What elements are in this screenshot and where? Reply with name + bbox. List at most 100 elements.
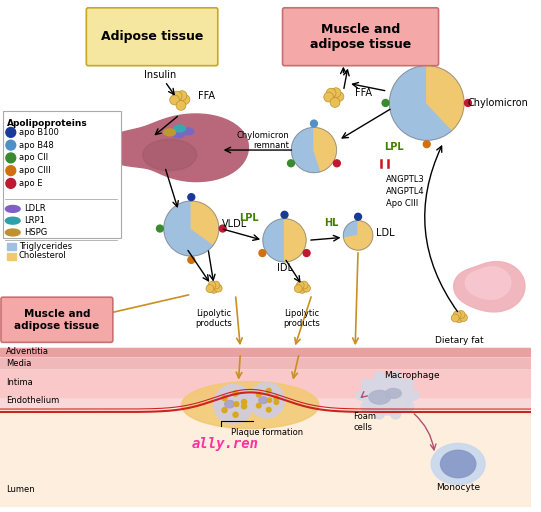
Circle shape [451,314,459,322]
Wedge shape [192,201,219,245]
Circle shape [361,402,371,412]
Wedge shape [292,127,321,173]
Text: LPL: LPL [385,142,404,152]
Ellipse shape [181,381,319,429]
Circle shape [374,409,384,419]
Circle shape [331,88,341,98]
Circle shape [404,379,414,389]
Polygon shape [465,267,511,300]
Circle shape [256,403,261,408]
Bar [0,370,531,397]
Circle shape [274,400,279,404]
Text: Triglycerides: Triglycerides [18,242,72,251]
Circle shape [180,95,190,104]
Text: Adipose tissue: Adipose tissue [101,30,203,43]
Circle shape [423,141,430,147]
Circle shape [233,391,238,396]
Text: LDLR: LDLR [24,204,46,214]
Ellipse shape [386,389,401,398]
Circle shape [355,214,361,220]
Text: Macrophage: Macrophage [384,371,440,380]
Circle shape [6,166,16,176]
Text: apo CII: apo CII [18,154,48,162]
Circle shape [6,179,16,188]
Circle shape [234,402,239,407]
FancyBboxPatch shape [87,8,218,66]
Text: Lumen: Lumen [6,485,35,494]
Circle shape [330,98,340,108]
Wedge shape [344,221,358,238]
Circle shape [329,93,339,103]
Circle shape [404,402,414,412]
Circle shape [176,100,186,110]
Text: Lipolytic
products: Lipolytic products [195,309,232,328]
Ellipse shape [369,391,391,404]
Bar [0,348,531,507]
Text: Dietary fat: Dietary fat [435,336,484,346]
Circle shape [219,225,226,232]
Text: Adventitia: Adventitia [6,347,49,356]
Circle shape [266,408,271,412]
Circle shape [175,96,184,106]
Circle shape [288,160,294,167]
Polygon shape [0,390,531,507]
Text: FFA: FFA [198,91,215,101]
Ellipse shape [174,125,186,132]
Ellipse shape [164,129,176,136]
Circle shape [334,92,344,101]
Text: VLDL: VLDL [222,219,247,229]
Circle shape [172,91,182,101]
Circle shape [241,404,247,409]
Circle shape [222,396,227,401]
Circle shape [214,385,253,424]
Ellipse shape [5,229,20,236]
Circle shape [222,408,227,413]
Wedge shape [390,66,452,140]
Circle shape [382,99,389,106]
Text: Insulin: Insulin [144,71,176,80]
Text: ANGPTL3: ANGPTL3 [386,175,424,184]
Circle shape [214,284,222,292]
Bar [0,348,531,356]
Circle shape [266,389,271,393]
Polygon shape [453,262,525,312]
Wedge shape [314,127,337,172]
Circle shape [409,391,419,400]
Text: Endothelium: Endothelium [6,396,59,404]
Circle shape [259,250,266,257]
Ellipse shape [225,400,234,408]
Bar [3,111,121,239]
Ellipse shape [362,376,413,415]
Circle shape [423,58,430,65]
Circle shape [212,281,220,289]
Circle shape [457,311,465,318]
Circle shape [6,140,16,150]
Text: Media: Media [6,359,31,369]
Text: Muscle and
adipose tissue: Muscle and adipose tissue [310,23,411,51]
Ellipse shape [5,217,20,224]
Text: Plaque formation: Plaque formation [231,428,303,437]
Circle shape [302,284,311,292]
Circle shape [455,315,463,323]
Ellipse shape [259,397,268,403]
Wedge shape [427,66,464,130]
Circle shape [300,281,308,289]
Polygon shape [100,114,248,182]
Circle shape [356,391,366,400]
Text: apo B100: apo B100 [18,128,58,137]
Circle shape [361,379,371,389]
Circle shape [453,311,461,319]
Circle shape [465,99,471,106]
Circle shape [391,372,401,381]
Text: Cholesterol: Cholesterol [18,251,67,261]
Circle shape [210,285,218,293]
Text: Lipolytic
products: Lipolytic products [283,309,321,328]
Circle shape [177,91,187,100]
Bar [7,253,16,260]
Ellipse shape [5,205,20,212]
Ellipse shape [143,139,197,170]
FancyBboxPatch shape [282,8,439,66]
Circle shape [6,153,16,163]
Circle shape [391,409,401,419]
Text: LPL: LPL [239,212,259,223]
